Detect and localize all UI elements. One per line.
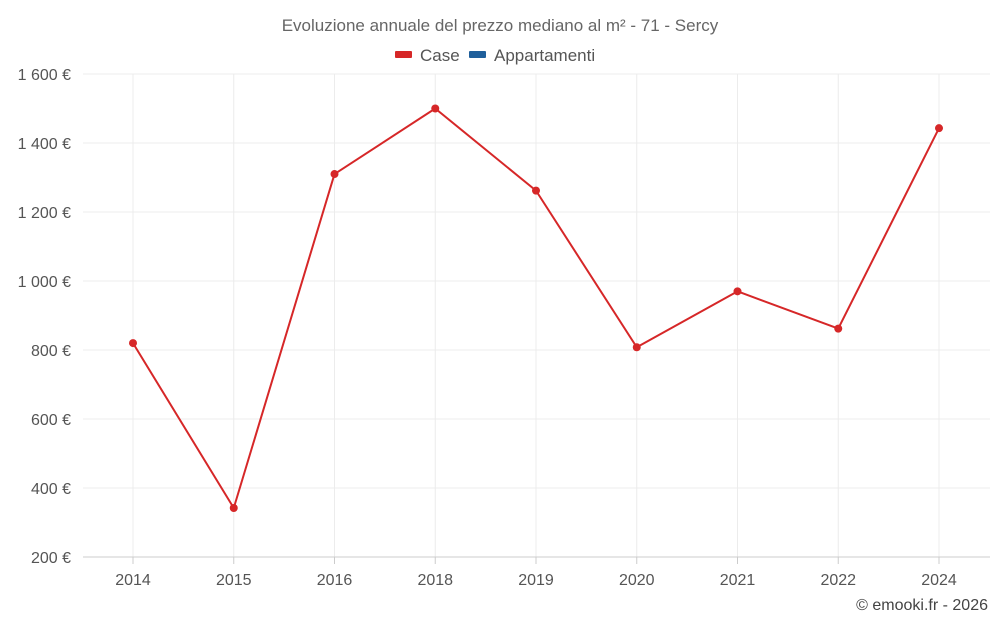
data-point-case-2018[interactable] [431,104,440,113]
legend-label-appartamenti: Appartamenti [494,46,595,65]
axes: 200 € 400 € 600 € 800 € 1 000 € 1 200 € 1 400 … [18,67,957,589]
y-tick-label: 1 400 € [18,136,71,153]
legend-label-case: Case [420,46,460,65]
y-tick-label: 1 600 € [18,67,71,84]
x-tick-label: 2015 [216,572,252,589]
x-tick-label: 2024 [921,572,957,589]
y-tick-label: 1 000 € [18,274,71,291]
x-tick-label: 2014 [115,572,151,589]
data-point-case-2022[interactable] [834,324,843,333]
legend[interactable]: Case Appartamenti [395,46,595,65]
data-point-case-2021[interactable] [733,287,742,296]
data-point-case-2024[interactable] [935,124,943,133]
chart-title: Evoluzione annuale del prezzo mediano al… [282,16,719,35]
y-tick-label: 600 € [31,412,71,429]
legend-item-appartamenti[interactable]: Appartamenti [469,46,595,65]
data-point-case-2015[interactable] [229,504,238,513]
credit-text[interactable]: © emooki.fr - 2026 [856,597,988,614]
y-tick-label: 800 € [31,343,71,360]
legend-item-case[interactable]: Case [395,46,460,65]
grid [83,73,990,558]
legend-swatch-appartamenti [469,51,486,58]
y-tick-label: 400 € [31,481,71,498]
data-point-case-2016[interactable] [330,170,339,179]
legend-swatch-case [395,51,412,58]
data-point-case-2020[interactable] [632,343,641,352]
x-tick-label: 2021 [720,572,756,589]
y-tick-label: 200 € [31,550,71,567]
series-layer [129,104,943,513]
x-tick-label: 2018 [417,572,453,589]
data-point-case-2019[interactable] [532,186,540,195]
data-point-case-2014[interactable] [129,339,137,348]
x-tick-label: 2022 [820,572,856,589]
y-tick-label: 1 200 € [18,205,71,222]
x-tick-label: 2020 [619,572,655,589]
x-tick-label: 2016 [317,572,353,589]
x-tick-label: 2019 [518,572,554,589]
